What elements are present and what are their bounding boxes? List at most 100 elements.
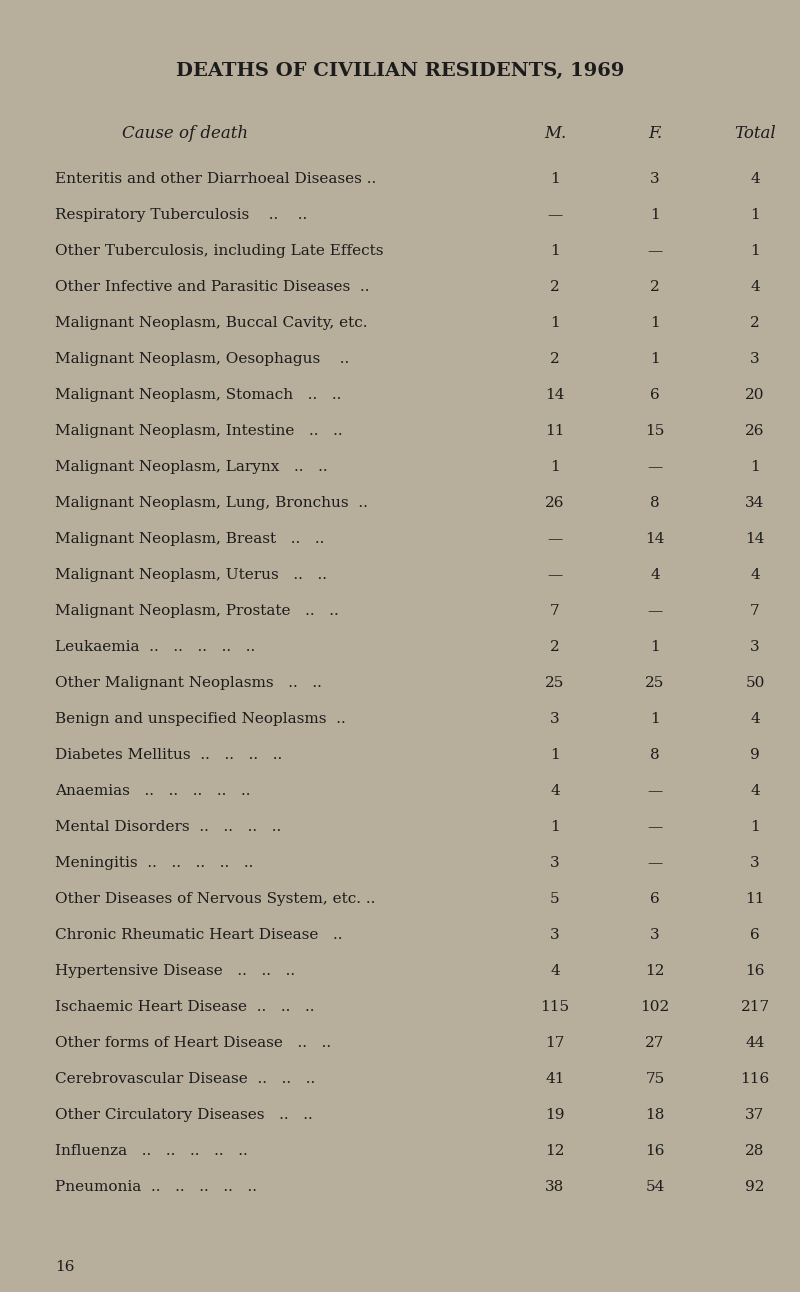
Text: 25: 25	[646, 676, 665, 690]
Text: Diabetes Mellitus  ..   ..   ..   ..: Diabetes Mellitus .. .. .. ..	[55, 748, 282, 762]
Text: 4: 4	[750, 172, 760, 186]
Text: Malignant Neoplasm, Breast   ..   ..: Malignant Neoplasm, Breast .. ..	[55, 532, 324, 547]
Text: 11: 11	[546, 424, 565, 438]
Text: Enteritis and other Diarrhoeal Diseases ..: Enteritis and other Diarrhoeal Diseases …	[55, 172, 376, 186]
Text: 26: 26	[746, 424, 765, 438]
Text: 3: 3	[550, 857, 560, 870]
Text: 5: 5	[550, 891, 560, 906]
Text: 3: 3	[750, 640, 760, 654]
Text: 2: 2	[750, 317, 760, 329]
Text: Malignant Neoplasm, Lung, Bronchus  ..: Malignant Neoplasm, Lung, Bronchus ..	[55, 496, 368, 510]
Text: Total: Total	[734, 125, 776, 142]
Text: 1: 1	[750, 208, 760, 222]
Text: DEATHS OF CIVILIAN RESIDENTS, 1969: DEATHS OF CIVILIAN RESIDENTS, 1969	[176, 62, 624, 80]
Text: Malignant Neoplasm, Stomach   ..   ..: Malignant Neoplasm, Stomach .. ..	[55, 388, 342, 402]
Text: Chronic Rheumatic Heart Disease   ..: Chronic Rheumatic Heart Disease ..	[55, 928, 342, 942]
Text: 6: 6	[750, 928, 760, 942]
Text: 2: 2	[650, 280, 660, 295]
Text: Respiratory Tuberculosis    ..    ..: Respiratory Tuberculosis .. ..	[55, 208, 307, 222]
Text: 15: 15	[646, 424, 665, 438]
Text: 1: 1	[550, 172, 560, 186]
Text: 115: 115	[541, 1000, 570, 1014]
Text: —: —	[547, 568, 562, 581]
Text: 20: 20	[746, 388, 765, 402]
Text: 26: 26	[546, 496, 565, 510]
Text: Other Diseases of Nervous System, etc. ..: Other Diseases of Nervous System, etc. .…	[55, 891, 375, 906]
Text: 11: 11	[746, 891, 765, 906]
Text: 17: 17	[546, 1036, 565, 1050]
Text: 16: 16	[646, 1143, 665, 1158]
Text: 1: 1	[750, 820, 760, 835]
Text: 2: 2	[550, 351, 560, 366]
Text: —: —	[647, 460, 662, 474]
Text: 4: 4	[750, 280, 760, 295]
Text: 6: 6	[650, 388, 660, 402]
Text: 1: 1	[550, 244, 560, 258]
Text: 2: 2	[550, 640, 560, 654]
Text: 1: 1	[550, 460, 560, 474]
Text: Malignant Neoplasm, Prostate   ..   ..: Malignant Neoplasm, Prostate .. ..	[55, 603, 338, 618]
Text: 3: 3	[750, 857, 760, 870]
Text: Other Tuberculosis, including Late Effects: Other Tuberculosis, including Late Effec…	[55, 244, 383, 258]
Text: 6: 6	[650, 891, 660, 906]
Text: 16: 16	[55, 1260, 74, 1274]
Text: 1: 1	[550, 820, 560, 835]
Text: 1: 1	[750, 244, 760, 258]
Text: 41: 41	[546, 1072, 565, 1087]
Text: 4: 4	[750, 784, 760, 798]
Text: Anaemias   ..   ..   ..   ..   ..: Anaemias .. .. .. .. ..	[55, 784, 250, 798]
Text: 19: 19	[546, 1109, 565, 1121]
Text: Malignant Neoplasm, Buccal Cavity, etc.: Malignant Neoplasm, Buccal Cavity, etc.	[55, 317, 367, 329]
Text: Malignant Neoplasm, Uterus   ..   ..: Malignant Neoplasm, Uterus .. ..	[55, 568, 327, 581]
Text: 4: 4	[750, 712, 760, 726]
Text: 4: 4	[750, 568, 760, 581]
Text: 4: 4	[550, 784, 560, 798]
Text: —: —	[647, 820, 662, 835]
Text: Mental Disorders  ..   ..   ..   ..: Mental Disorders .. .. .. ..	[55, 820, 282, 835]
Text: 28: 28	[746, 1143, 765, 1158]
Text: 1: 1	[650, 640, 660, 654]
Text: 16: 16	[746, 964, 765, 978]
Text: 50: 50	[746, 676, 765, 690]
Text: M.: M.	[544, 125, 566, 142]
Text: Other Circulatory Diseases   ..   ..: Other Circulatory Diseases .. ..	[55, 1109, 313, 1121]
Text: F.: F.	[648, 125, 662, 142]
Text: 7: 7	[550, 603, 560, 618]
Text: Other Infective and Parasitic Diseases  ..: Other Infective and Parasitic Diseases .…	[55, 280, 370, 295]
Text: 116: 116	[740, 1072, 770, 1087]
Text: 1: 1	[650, 208, 660, 222]
Text: 1: 1	[750, 460, 760, 474]
Text: —: —	[647, 784, 662, 798]
Text: 3: 3	[750, 351, 760, 366]
Text: —: —	[547, 532, 562, 547]
Text: 1: 1	[650, 317, 660, 329]
Text: 75: 75	[646, 1072, 665, 1087]
Text: 8: 8	[650, 748, 660, 762]
Text: Other forms of Heart Disease   ..   ..: Other forms of Heart Disease .. ..	[55, 1036, 331, 1050]
Text: —: —	[547, 208, 562, 222]
Text: 4: 4	[650, 568, 660, 581]
Text: Pneumonia  ..   ..   ..   ..   ..: Pneumonia .. .. .. .. ..	[55, 1180, 257, 1194]
Text: 38: 38	[546, 1180, 565, 1194]
Text: 44: 44	[746, 1036, 765, 1050]
Text: 3: 3	[550, 928, 560, 942]
Text: 2: 2	[550, 280, 560, 295]
Text: Influenza   ..   ..   ..   ..   ..: Influenza .. .. .. .. ..	[55, 1143, 248, 1158]
Text: 12: 12	[546, 1143, 565, 1158]
Text: 14: 14	[746, 532, 765, 547]
Text: Ischaemic Heart Disease  ..   ..   ..: Ischaemic Heart Disease .. .. ..	[55, 1000, 314, 1014]
Text: 3: 3	[550, 712, 560, 726]
Text: —: —	[647, 603, 662, 618]
Text: 12: 12	[646, 964, 665, 978]
Text: 217: 217	[741, 1000, 770, 1014]
Text: 8: 8	[650, 496, 660, 510]
Text: 34: 34	[746, 496, 765, 510]
Text: 92: 92	[746, 1180, 765, 1194]
Text: 27: 27	[646, 1036, 665, 1050]
Text: Benign and unspecified Neoplasms  ..: Benign and unspecified Neoplasms ..	[55, 712, 346, 726]
Text: 7: 7	[750, 603, 760, 618]
Text: Malignant Neoplasm, Intestine   ..   ..: Malignant Neoplasm, Intestine .. ..	[55, 424, 342, 438]
Text: 9: 9	[750, 748, 760, 762]
Text: Cause of death: Cause of death	[122, 125, 248, 142]
Text: 1: 1	[550, 748, 560, 762]
